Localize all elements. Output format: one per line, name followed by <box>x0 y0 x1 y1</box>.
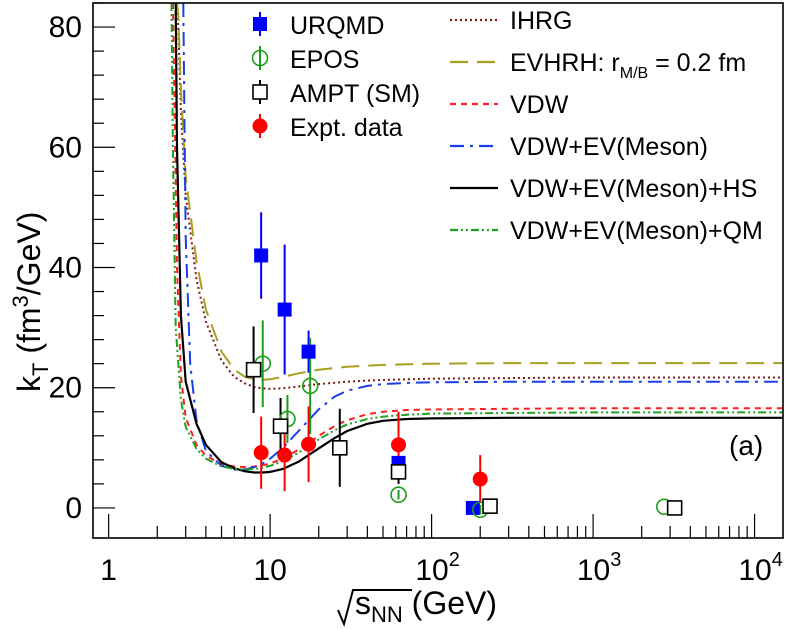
curve-6 <box>170 3 783 471</box>
legend-label: VDW <box>510 91 569 119</box>
data-point <box>277 302 292 317</box>
y-tick-label: 60 <box>49 131 82 164</box>
x-axis-ticks: 1 10 102 103 104 <box>100 514 783 587</box>
legend-label: URQMD <box>290 12 384 40</box>
data-point <box>390 464 407 480</box>
y-axis-unit-close: /GeV) <box>11 212 47 296</box>
legend-label: EPOS <box>290 46 359 74</box>
data-point <box>301 344 316 359</box>
y-axis-subscript: T <box>28 363 53 376</box>
y-axis-superscript: 3 <box>8 295 33 307</box>
legend-label: Expt. data <box>290 114 403 142</box>
curve-1 <box>176 3 783 390</box>
legend-lines: IHRG EVHRH: rM/B = 0.2 fm VDW VDW+EV(Meson)… <box>450 7 763 245</box>
x-axis-title: sNN (GeV) <box>337 585 497 628</box>
data-point <box>301 377 319 395</box>
legend-markers: URQMD EPOS AMPT (SM) Expt. data <box>251 12 420 142</box>
y-tick-label: 80 <box>49 11 82 44</box>
data-point <box>666 500 683 516</box>
x-tick-label: 103 <box>577 549 622 587</box>
legend-label: VDW+EV(Meson)+HS <box>510 175 757 203</box>
legend-label: IHRG <box>510 7 573 35</box>
x-axis-unit: (GeV) <box>403 585 497 621</box>
y-axis-ticks: 0 20 40 60 80 <box>49 2 115 525</box>
data-point <box>391 437 407 453</box>
data-point <box>253 445 269 461</box>
y-tick-label: 40 <box>49 251 82 284</box>
legend-marker <box>251 49 269 67</box>
x-tick-label: 102 <box>415 549 460 587</box>
y-axis-unit-open: (fm <box>11 307 47 362</box>
x-tick-label: 10 <box>253 554 286 587</box>
legend-marker <box>253 17 267 31</box>
data-point <box>482 498 498 514</box>
data-point <box>272 418 289 434</box>
data-points <box>245 248 683 519</box>
curve-4 <box>182 3 783 471</box>
data-point <box>245 361 262 378</box>
curve-2 <box>176 3 783 381</box>
curve-5 <box>174 3 783 474</box>
legend-marker <box>252 118 268 134</box>
model-curves <box>170 3 783 474</box>
data-point <box>301 436 317 452</box>
y-axis-title: kT (fm3/GeV) <box>8 212 53 392</box>
legend-label: EVHRH: rM/B = 0.2 fm <box>510 49 746 82</box>
error-bars <box>252 212 482 515</box>
data-point <box>472 471 488 487</box>
x-axis-subscript: NN <box>371 602 403 627</box>
y-tick-label: 20 <box>49 372 82 405</box>
svg-text:kT (fm3/GeV): kT (fm3/GeV) <box>8 212 53 392</box>
data-point <box>254 248 269 263</box>
sqrt-sign <box>337 589 412 628</box>
x-axis-symbol: s <box>355 585 371 621</box>
x-tick-label: 1 <box>100 554 117 587</box>
legend-label: AMPT (SM) <box>290 80 420 108</box>
legend-marker <box>252 84 268 100</box>
legend-label: VDW+EV(Meson) <box>510 133 708 161</box>
curve-3 <box>171 3 783 469</box>
panel-label: (a) <box>729 430 763 461</box>
data-point <box>277 447 293 463</box>
data-point <box>390 486 407 504</box>
x-tick-label: 104 <box>738 549 783 587</box>
legend-label: VDW+EV(Meson)+QM <box>510 217 763 245</box>
plot-frame <box>92 2 784 539</box>
y-tick-label: 0 <box>65 492 82 525</box>
svg-text:sNN (GeV): sNN (GeV) <box>355 585 497 627</box>
y-axis-symbol: k <box>11 375 47 392</box>
data-point <box>331 440 348 456</box>
